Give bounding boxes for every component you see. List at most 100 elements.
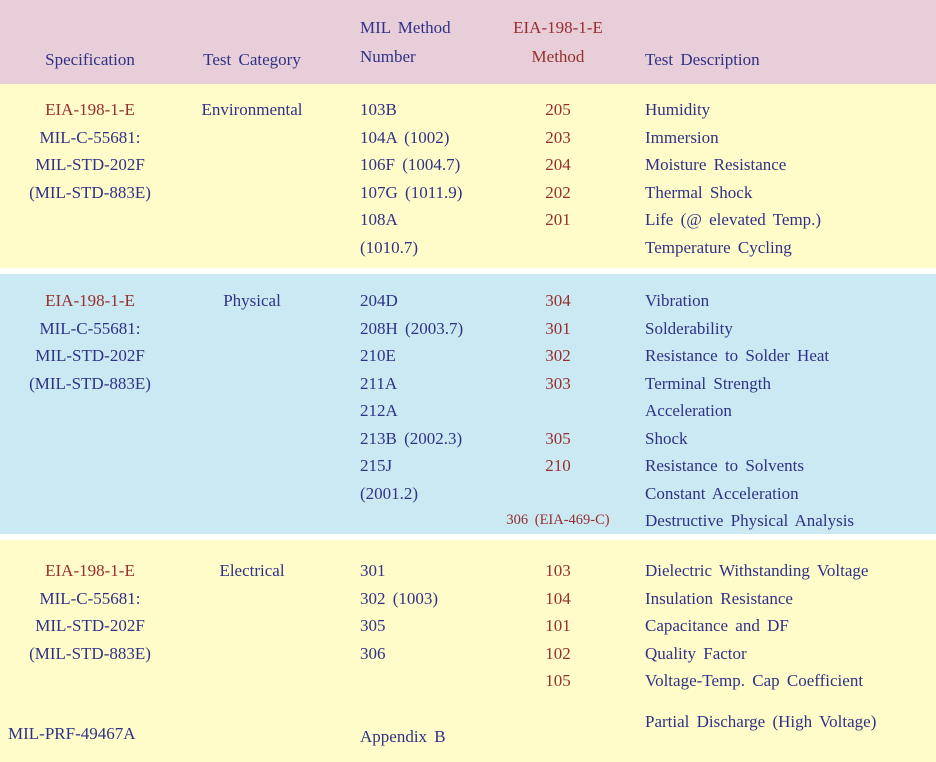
mil-method-cell: 204D 208H (2003.7) 210E 211A 212A 213B (2002.… [360,287,463,535]
specification-cell-line: MIL-C-55681: [39,588,141,608]
mil-method-cell-line: 104A (1002) [360,127,450,147]
eia-method-cell-line: 306 (EIA-469-C) [506,512,610,528]
section-environmental: EIA-198-1-E MIL-C-55681: MIL-STD-202F (MIL-… [0,84,936,268]
footer-specification: MIL-PRF-49467A [8,724,136,743]
mil-method-cell-line: 106F (1004.7) [360,155,461,174]
col-header-mil-method-line1: MIL Method [360,18,451,37]
mil-method-cell-line: 213B (2002.3) [360,428,463,448]
specification-cell-line: MIL-STD-202F [35,155,145,174]
specification-cell: EIA-198-1-E MIL-C-55681: MIL-STD-202F (MIL-… [0,287,180,397]
footer-test-description: Partial Discharge (High Voltage) [645,712,877,731]
mil-method-cell-line: 211A [360,373,398,393]
test-category-cell: Environmental [172,96,332,124]
mil-method-cell-line: 107G (1011.9) [360,182,463,202]
test-description-cell-line: Shock [645,428,688,448]
test-description-cell: Vibration Solderability Resistance to Sold… [645,287,936,535]
mil-method-cell-line: 108A [360,210,398,229]
eia-method-cell-line: 304 [545,291,571,310]
specification-cell-line: MIL-C-55681: [39,318,141,338]
mil-method-cell: 301 302 (1003) 305 306 [360,557,438,695]
mil-method-cell-line: 215J [360,456,393,475]
test-description-cell-line: Dielectric Withstanding Voltage [645,561,869,580]
col-header-test-category: Test Category [203,50,301,69]
eia-method-cell-line: 202 [545,182,571,202]
specification-cell-line: (MIL-STD-883E) [29,643,151,663]
test-description-cell-line: Constant Acceleration [645,483,799,503]
mil-method-cell-line: 302 (1003) [360,588,439,608]
specification-cell: EIA-198-1-E MIL-C-55681: MIL-STD-202F (MIL-… [0,557,180,667]
eia-method-cell: 304 301 302 303 305 210 306 (EIA-469-C) [488,287,628,535]
eia-method-cell-line: 105 [545,671,571,690]
eia-method-cell-line: 305 [545,428,571,448]
eia-method-cell-line [488,397,628,425]
test-description-cell: Dielectric Withstanding Voltage Insulatio… [645,557,936,695]
test-description-cell-line: Moisture Resistance [645,155,787,174]
eia-method-cell-line: 205 [545,100,571,119]
mil-method-cell-line: 103B [360,100,397,119]
test-category-cell-line: Physical [223,291,281,310]
test-description-cell-line: Thermal Shock [645,182,753,202]
eia-method-cell-line: 201 [545,210,571,229]
col-header-specification: Specification [45,50,135,69]
mil-method-cell-line [360,667,438,695]
mil-method-cell-line: (2001.2) [360,483,419,503]
test-description-cell-line: Solderability [645,318,733,338]
test-category-cell-line: Environmental [201,100,303,119]
test-description-cell-line: Destructive Physical Analysis [645,511,855,530]
mil-method-cell-line: 212A [360,401,398,420]
test-category-cell: Electrical [172,557,332,585]
section-electrical: EIA-198-1-E MIL-C-55681: MIL-STD-202F (MIL-… [0,540,936,762]
specification-cell-line: (MIL-STD-883E) [29,373,151,393]
col-header-eia-method-line1: EIA-198-1-E [513,18,603,37]
eia-method-cell-line: 103 [545,561,571,580]
test-description-cell-line: Life (@ elevated Temp.) [645,210,822,229]
mil-method-cell-line: (1010.7) [360,237,419,257]
eia-method-cell-line: 303 [545,373,571,393]
eia-method-cell-line: 210 [545,456,571,475]
table-header: Specification Test Category MIL Method N… [0,0,936,84]
test-description-cell-line: Temperature Cycling [645,237,792,257]
specification-cell: EIA-198-1-E MIL-C-55681: MIL-STD-202F (MIL-… [0,96,180,206]
mil-method-cell-line: 305 [360,616,386,635]
specification-cell-line: EIA-198-1-E [45,100,135,119]
test-description-cell-line: Immersion [645,127,719,147]
test-description-cell-line: Resistance to Solvents [645,456,804,475]
footer-mil-method: Appendix B [360,727,446,746]
col-header-mil-method-line2: Number [360,47,416,66]
test-description-cell-line: Humidity [645,100,711,119]
test-description-cell-line: Quality Factor [645,643,747,663]
mil-method-cell-line: 306 [360,643,386,663]
test-description-cell-line: Vibration [645,291,710,310]
specification-cell-line: (MIL-STD-883E) [29,182,151,202]
mil-method-cell-line: 210E [360,346,396,365]
eia-method-cell: 103 104 101 102 105 [488,557,628,695]
col-header-mil-method-number: MIL Method Number [360,13,451,71]
specification-cell-line: MIL-STD-202F [35,346,145,365]
eia-method-cell-line: 104 [545,588,571,608]
test-description-cell-line: Resistance to Solder Heat [645,346,830,365]
section-physical: EIA-198-1-E MIL-C-55681: MIL-STD-202F (MIL-… [0,274,936,534]
test-description-cell: Humidity Immersion Moisture Resistance Ther… [645,96,936,261]
specification-cell-line: MIL-C-55681: [39,127,141,147]
test-description-cell-line: Insulation Resistance [645,588,793,608]
mil-method-cell: 103B 104A (1002) 106F (1004.7) 107G (1011.9… [360,96,462,261]
mil-method-cell-line: 208H (2003.7) [360,318,464,338]
test-description-cell-line: Voltage-Temp. Cap Coefficient [645,671,864,690]
eia-method-cell-line: 301 [545,318,571,338]
mil-method-cell-line [360,507,463,535]
specification-cell-line: EIA-198-1-E [45,291,135,310]
eia-method-cell-line: 101 [545,616,571,635]
eia-method-cell-line: 102 [545,643,571,663]
mil-method-cell-line: 204D [360,291,398,310]
col-header-eia-method: EIA-198-1-E Method [488,13,628,71]
eia-method-cell-line [488,234,628,262]
specification-cell-line: MIL-STD-202F [35,616,145,635]
test-description-cell-line: Acceleration [645,401,732,420]
mil-method-cell-line: 301 [360,561,386,580]
eia-method-cell-line: 204 [545,155,571,174]
col-header-test-description: Test Description [645,50,760,69]
test-category-cell-line: Electrical [219,561,285,580]
eia-method-cell-line [488,480,628,508]
eia-method-cell-line: 203 [545,127,571,147]
